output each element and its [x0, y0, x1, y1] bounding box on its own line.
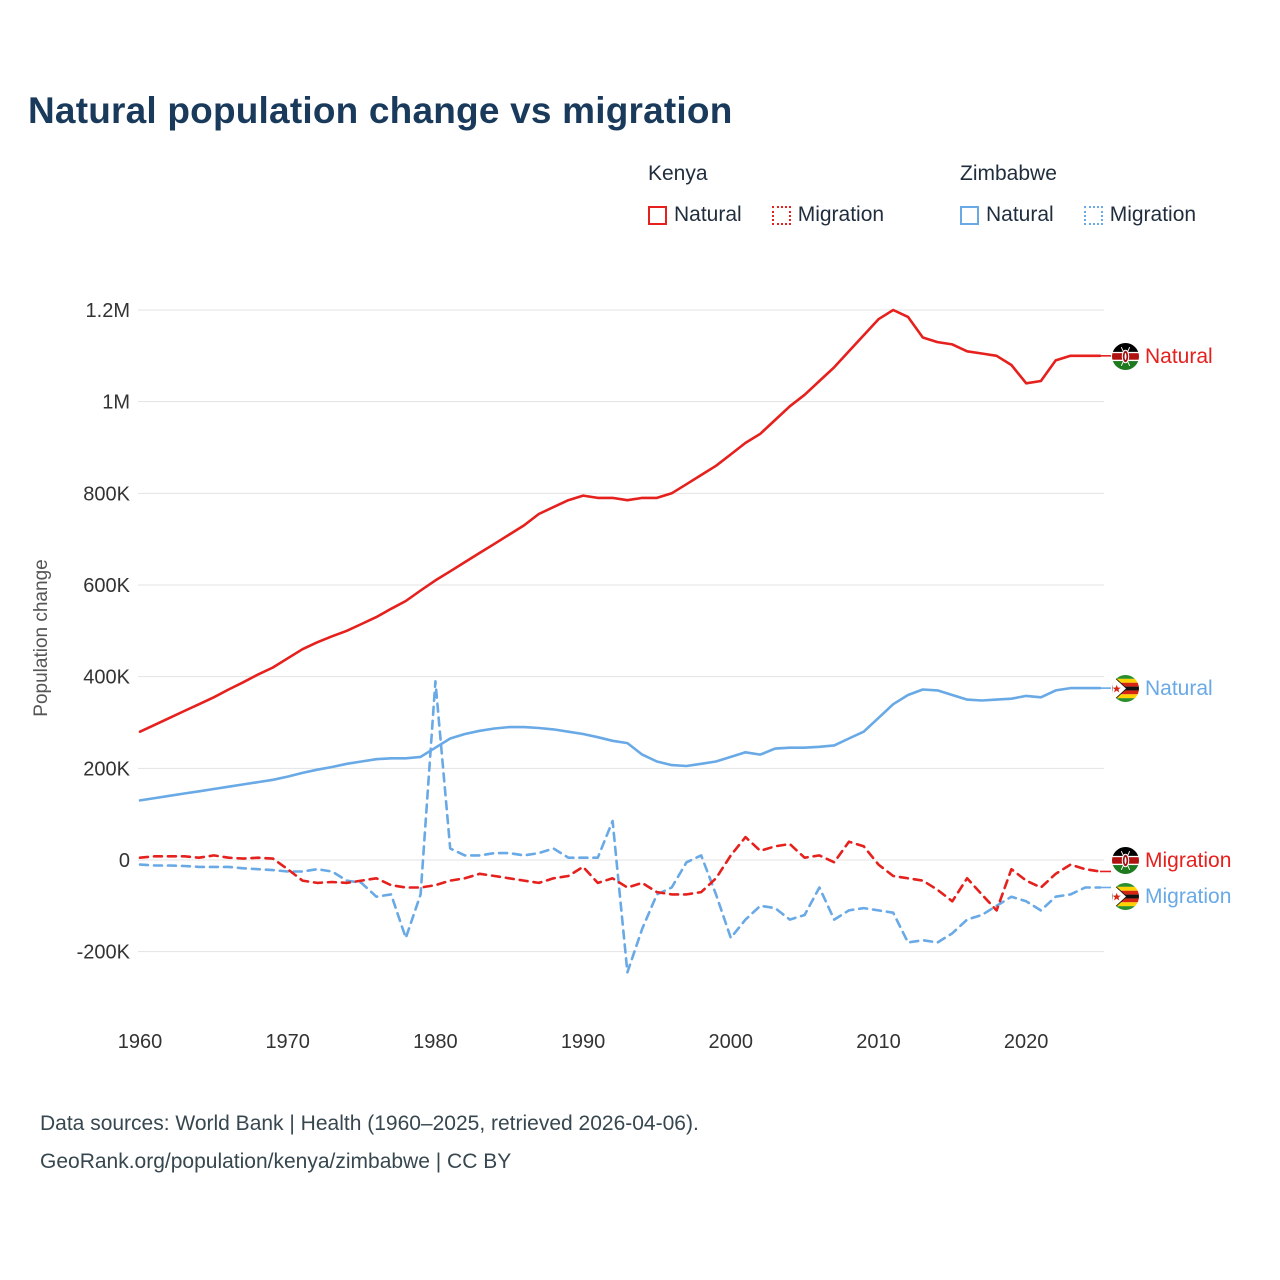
legend-item-kenya-migration[interactable]: Migration [771, 203, 885, 227]
legend-item-kenya-natural[interactable]: Natural [648, 203, 742, 227]
svg-text:1990: 1990 [561, 1031, 606, 1053]
data-sources-note: Data sources: World Bank | Health (1960–… [40, 1112, 699, 1135]
legend-group-zimbabwe: Zimbabwe Natural Migration [960, 162, 1196, 227]
legend-label-kenya-natural: Natural [674, 203, 742, 226]
kenya-migration-swatch-icon [771, 205, 791, 225]
series-endlabel-text: Natural [1145, 676, 1213, 700]
svg-text:1980: 1980 [413, 1031, 458, 1053]
svg-text:200K: 200K [83, 758, 130, 780]
page-title: Natural population change vs migration [28, 90, 733, 131]
series-endlabel-zimbabwe-migration: Migration [1112, 883, 1231, 910]
attribution-link: GeoRank.org/population/kenya/zimbabwe | … [40, 1150, 512, 1173]
svg-text:0: 0 [119, 850, 130, 872]
legend-group-kenya: Kenya Natural Migration [648, 162, 960, 227]
legend-label-zimbabwe-natural: Natural [986, 203, 1054, 226]
series-endlabel-kenya-migration: Migration [1112, 847, 1231, 874]
series-endlabel-text: Migration [1145, 884, 1232, 908]
legend: Kenya Natural Migration Zimbabwe Natural [648, 162, 1254, 227]
svg-text:800K: 800K [83, 483, 130, 505]
legend-label-zimbabwe-migration: Migration [1109, 203, 1197, 226]
svg-text:2010: 2010 [856, 1031, 901, 1053]
legend-label-kenya-migration: Migration [797, 203, 885, 226]
svg-text:-200K: -200K [77, 942, 131, 964]
kenya-flag-icon [1112, 847, 1139, 874]
svg-text:2000: 2000 [709, 1031, 754, 1053]
legend-item-zimbabwe-natural[interactable]: Natural [960, 203, 1054, 227]
svg-text:2020: 2020 [1004, 1031, 1049, 1053]
svg-text:1960: 1960 [118, 1031, 163, 1053]
zimbabwe-migration-swatch-icon [1083, 205, 1103, 225]
zimbabwe-flag-icon [1112, 675, 1139, 702]
svg-text:1.2M: 1.2M [86, 300, 130, 322]
kenya-natural-swatch-icon [648, 205, 667, 225]
series-endlabel-text: Natural [1145, 344, 1213, 368]
zimbabwe-natural-swatch-icon [960, 205, 979, 225]
series-endlabel-kenya-natural: Natural [1112, 343, 1213, 370]
zimbabwe-flag-icon [1112, 883, 1139, 910]
svg-text:600K: 600K [83, 575, 130, 597]
series-endlabel-zimbabwe-natural: Natural [1112, 675, 1213, 702]
kenya-flag-icon [1112, 343, 1139, 370]
legend-country-zimbabwe: Zimbabwe [960, 162, 1057, 185]
series-endlabel-text: Migration [1145, 848, 1232, 872]
legend-item-zimbabwe-migration[interactable]: Migration [1083, 203, 1197, 227]
legend-country-kenya: Kenya [648, 162, 708, 185]
svg-text:1M: 1M [102, 392, 130, 414]
svg-text:400K: 400K [83, 667, 130, 689]
svg-text:1970: 1970 [265, 1031, 310, 1053]
